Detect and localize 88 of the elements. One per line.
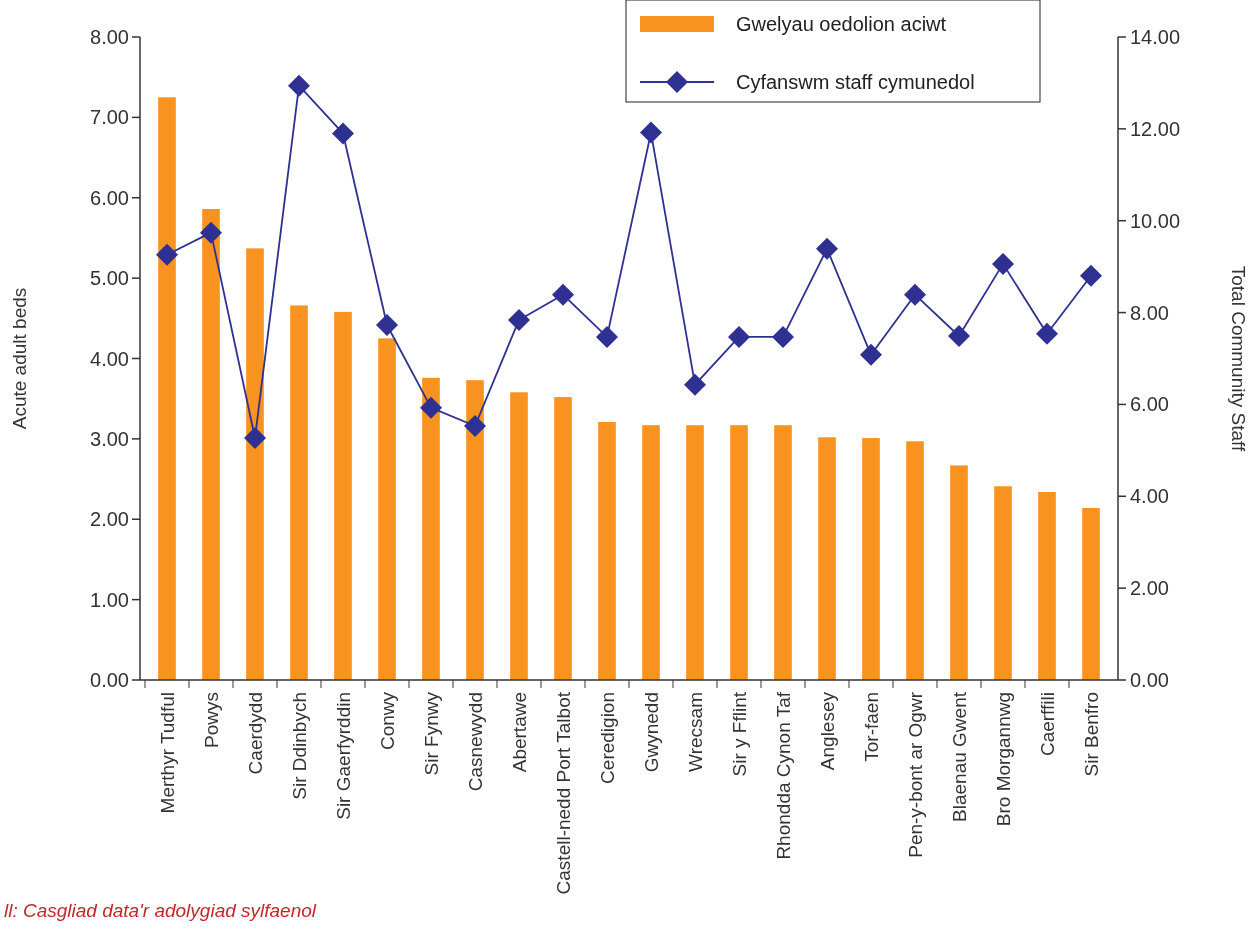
- x-tick-label: Merthyr Tudful: [156, 692, 178, 814]
- bar: [686, 425, 704, 680]
- x-tick-label: Conwy: [376, 691, 398, 751]
- bar: [246, 248, 264, 680]
- point: [464, 415, 486, 438]
- x-tick-label: Anglesey: [816, 691, 838, 771]
- x-tick-label: Abertawe: [508, 692, 530, 773]
- bar: [466, 380, 484, 680]
- point: [1080, 264, 1102, 287]
- point: [420, 396, 442, 419]
- x-tick-label: Ceredigion: [596, 692, 618, 784]
- y-tick-label: 7.00: [90, 106, 129, 129]
- legend-label: Cyfanswm staff cymunedol: [736, 71, 975, 93]
- bar: [422, 377, 440, 680]
- y-tick-label: 4.00: [90, 347, 129, 370]
- x-tick-label: Blaenau Gwent: [948, 691, 970, 822]
- point: [508, 308, 530, 331]
- y2-tick-label: 4.00: [1130, 485, 1169, 508]
- point: [948, 324, 970, 347]
- y2-axis-title: Total Community Staff: [1228, 265, 1249, 452]
- point: [904, 283, 926, 306]
- point: [156, 243, 178, 266]
- y2-tick-label: 6.00: [1130, 393, 1169, 416]
- y-tick-label: 1.00: [90, 588, 129, 611]
- bar: [158, 97, 176, 680]
- y-tick-label: 6.00: [90, 186, 129, 209]
- y2-tick-label: 12.00: [1130, 117, 1181, 140]
- bar: [774, 425, 792, 680]
- bar: [642, 425, 660, 680]
- y-tick-label: 0.00: [90, 669, 129, 691]
- bar: [950, 465, 968, 680]
- point: [596, 325, 618, 348]
- x-tick-label: Bro Morgannwg: [992, 692, 1014, 827]
- point: [288, 74, 310, 97]
- y-axis-title: Acute adult beds: [9, 287, 30, 430]
- point: [244, 426, 266, 449]
- x-tick-label: Pen-y-bont ar Ogwr: [904, 691, 926, 858]
- bar: [906, 441, 924, 680]
- text: ll: Casgliad data'r adolygiad sylfaenol: [4, 900, 317, 921]
- point: [640, 121, 662, 144]
- x-tick-label: Gwynedd: [640, 692, 662, 773]
- bar: [290, 305, 308, 680]
- bar: [818, 437, 836, 680]
- point: [860, 343, 882, 366]
- x-tick-label: Sir Fynwy: [420, 691, 442, 776]
- point: [552, 283, 574, 306]
- bar: [1082, 508, 1100, 680]
- x-tick-label: Rhondda Cynon Taf: [772, 691, 794, 860]
- x-tick-label: Castell-nedd Port Talbot: [552, 691, 574, 895]
- bar: [202, 209, 220, 680]
- y2-tick-label: 14.00: [1130, 26, 1181, 48]
- y2-tick-label: 0.00: [1130, 669, 1169, 691]
- point: [332, 122, 354, 145]
- x-tick-label: Wrecsam: [684, 692, 706, 772]
- y-tick-label: 3.00: [90, 427, 129, 450]
- point: [772, 325, 794, 348]
- x-tick-label: Sir Gaerfyrddin: [332, 692, 354, 820]
- x-tick-label: Casnewydd: [464, 692, 486, 792]
- bar: [554, 397, 572, 680]
- x-tick-label: Sir Ddinbych: [288, 692, 310, 800]
- bar: [510, 392, 528, 680]
- y2-tick-label: 2.00: [1130, 577, 1169, 600]
- x-tick-label: Tor-faen: [860, 692, 882, 762]
- bar: [730, 425, 748, 680]
- x-tick-label: Sir y Fflint: [728, 691, 750, 777]
- legend-label: Gwelyau oedolion aciwt: [736, 13, 947, 35]
- bar: [862, 438, 880, 680]
- y-tick-label: 2.00: [90, 508, 129, 531]
- point: [1036, 322, 1058, 345]
- y-tick-label: 5.00: [90, 267, 129, 290]
- bar: [1038, 491, 1056, 680]
- point: [728, 325, 750, 348]
- bar: [334, 311, 352, 680]
- bar: [598, 422, 616, 680]
- x-tick-label: Powys: [200, 692, 222, 748]
- bar: [994, 486, 1012, 680]
- point: [992, 252, 1014, 275]
- bar: [378, 338, 396, 680]
- point: [684, 373, 706, 396]
- point: [376, 313, 398, 336]
- y2-tick-label: 10.00: [1130, 209, 1181, 232]
- x-tick-label: Caerdydd: [244, 692, 266, 775]
- x-tick-label: Sir Benfro: [1080, 692, 1102, 777]
- point: [816, 237, 838, 260]
- y2-tick-label: 8.00: [1130, 301, 1169, 324]
- y-tick-label: 8.00: [90, 26, 129, 48]
- point: [200, 221, 222, 244]
- x-tick-label: Caerffili: [1036, 692, 1058, 757]
